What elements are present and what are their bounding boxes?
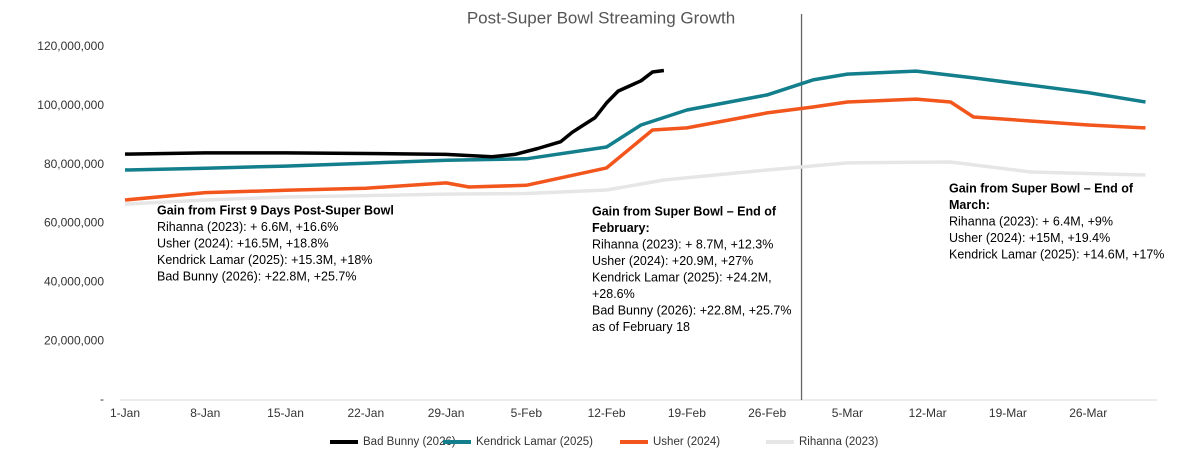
annotation-line: Bad Bunny (2026): +22.8M, +25.7% [157, 269, 356, 283]
annotation-line: as of February 18 [592, 320, 690, 334]
x-tick-label: 15-Jan [267, 406, 304, 420]
x-tick-label: 5-Feb [511, 406, 543, 420]
y-tick-label: 20,000,000 [44, 333, 104, 347]
x-tick-label: 8-Jan [190, 406, 220, 420]
y-tick-label: 100,000,000 [37, 98, 104, 112]
annotation-line: Usher (2024): +20.9M, +27% [592, 254, 753, 268]
series-line [124, 160, 1146, 206]
legend-label: Usher (2024) [653, 436, 720, 448]
y-tick-label: 40,000,000 [44, 275, 104, 289]
series-line [124, 97, 1146, 202]
x-tick-label: 1-Jan [110, 406, 140, 420]
annotation-line: Kendrick Lamar (2025): +15.3M, +18% [157, 253, 372, 267]
annotation-line: Usher (2024): +16.5M, +18.8% [157, 236, 329, 250]
annotation-line: Rihanna (2023): + 6.6M, +16.6% [157, 220, 338, 234]
x-tick-label: 26-Feb [748, 406, 786, 420]
annotation-heading: Gain from Super Bowl – End of [592, 204, 777, 218]
annotation-line: Bad Bunny (2026): +22.8M, +25.7% [592, 303, 791, 317]
annotation-line: +28.6% [592, 287, 635, 301]
y-tick-label: - [100, 392, 104, 406]
legend-label: Bad Bunny (2026) [363, 436, 456, 448]
x-tick-label: 19-Feb [668, 406, 706, 420]
series-line [124, 69, 1146, 172]
annotation-heading: February: [592, 221, 650, 235]
legend-label: Kendrick Lamar (2025) [476, 436, 593, 448]
annotation-heading: Gain from First 9 Days Post-Super Bowl [157, 203, 394, 217]
chart-title: Post-Super Bowl Streaming Growth [467, 8, 735, 27]
x-tick-label: 22-Jan [347, 406, 384, 420]
annotation-line: Rihanna (2023): + 8.7M, +12.3% [592, 237, 773, 251]
annotation-line: Kendrick Lamar (2025): +24.2M, [592, 270, 772, 284]
annotation-line: Rihanna (2023): + 6.4M, +9% [949, 214, 1113, 228]
y-tick-label: 60,000,000 [44, 216, 104, 230]
x-tick-label: 19-Mar [989, 406, 1027, 420]
annotation-line: Usher (2024): +15M, +19.4% [949, 231, 1110, 245]
x-tick-label: 12-Mar [909, 406, 947, 420]
x-tick-label: 12-Feb [588, 406, 626, 420]
x-tick-label: 29-Jan [428, 406, 465, 420]
legend-label: Rihanna (2023) [799, 436, 878, 448]
annotation-heading: Gain from Super Bowl – End of [949, 181, 1134, 195]
x-tick-label: 5-Mar [832, 406, 863, 420]
annotation-heading: March: [949, 198, 990, 212]
series-line [124, 68, 665, 159]
y-tick-label: 120,000,000 [37, 39, 104, 53]
annotation-line: Kendrick Lamar (2025): +14.6M, +17% [949, 247, 1164, 261]
y-tick-label: 80,000,000 [44, 157, 104, 171]
x-tick-label: 26-Mar [1069, 406, 1107, 420]
